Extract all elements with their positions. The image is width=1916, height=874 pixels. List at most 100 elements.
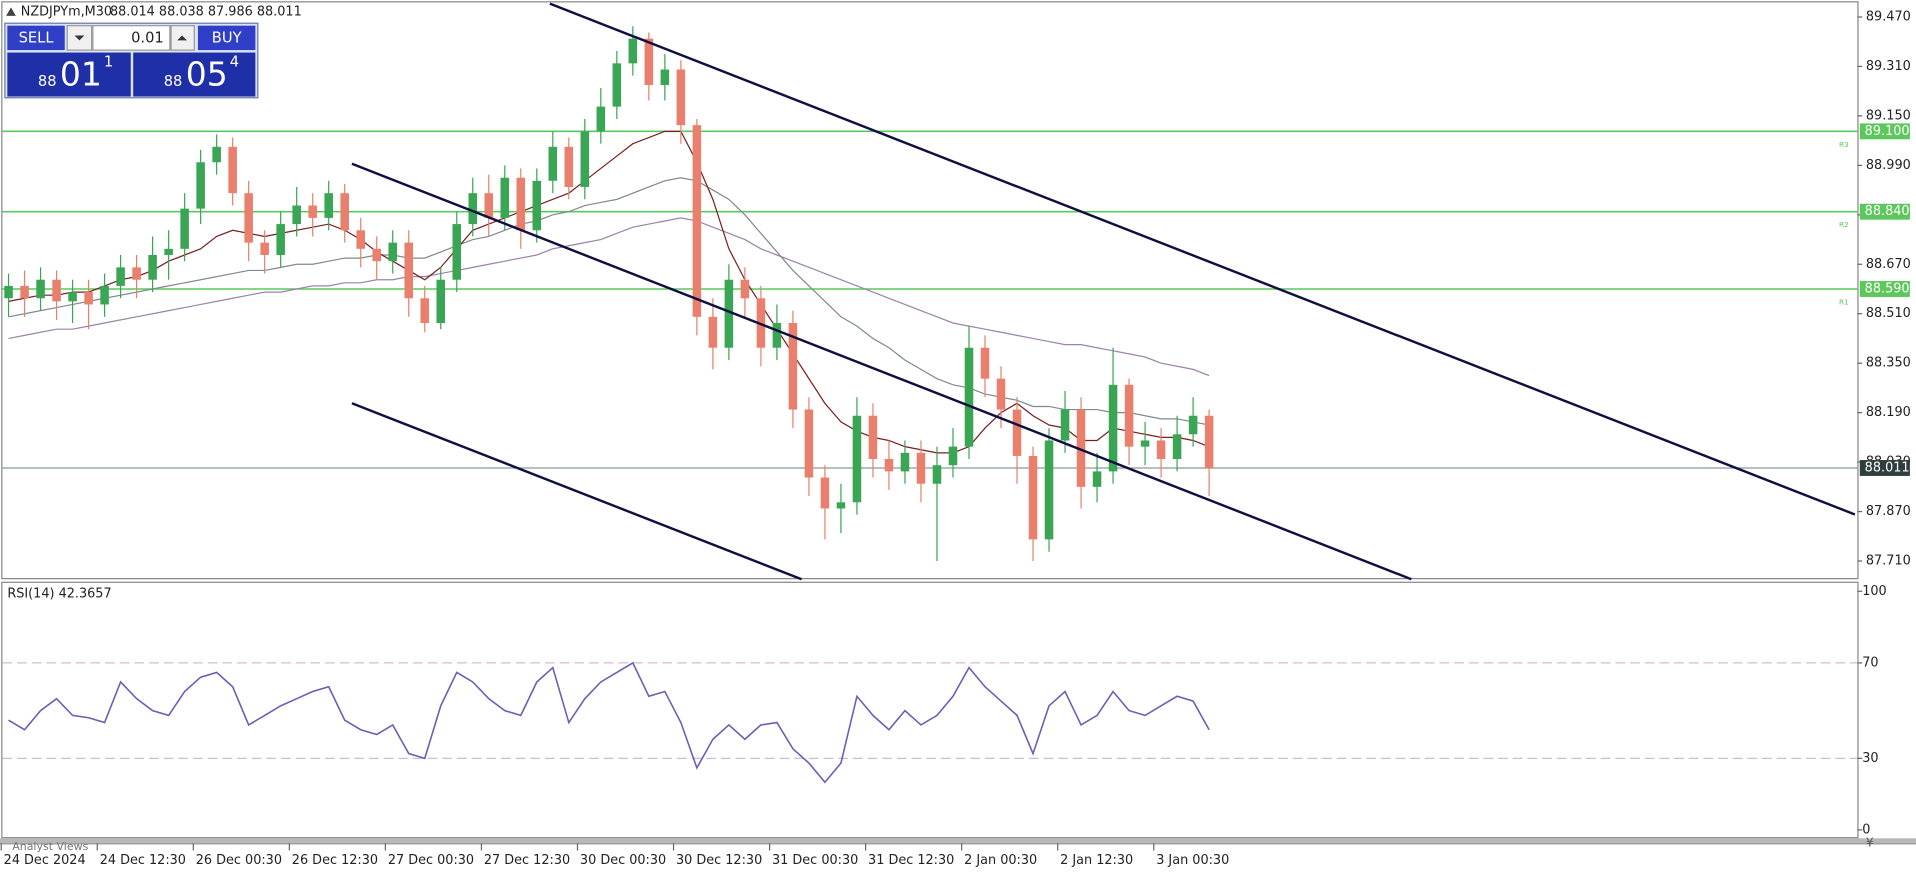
candle-body bbox=[116, 267, 125, 286]
candle-body bbox=[1172, 434, 1182, 460]
last-price-label: 88.011 bbox=[1865, 460, 1910, 475]
candle-body bbox=[964, 347, 974, 447]
candle-body bbox=[692, 125, 702, 317]
moving-average bbox=[8, 217, 1210, 377]
x-tick-label: 2 Jan 00:30 bbox=[964, 853, 1037, 868]
candle-body bbox=[68, 292, 77, 302]
y-tick-label: 89.310 bbox=[1866, 59, 1911, 74]
bid-box[interactable] bbox=[7, 52, 131, 97]
down-arrow bbox=[74, 35, 85, 41]
last-price-box bbox=[1859, 460, 1910, 476]
candle-body bbox=[708, 316, 718, 348]
candle-body bbox=[52, 279, 61, 302]
ask-mid: 05 bbox=[186, 54, 228, 93]
y-tick-label: 100 bbox=[1862, 584, 1886, 599]
candle-body bbox=[84, 292, 93, 305]
x-tick-label: 26 Dec 00:30 bbox=[196, 853, 282, 868]
y-tick-label: 88.350 bbox=[1866, 356, 1911, 371]
bid-small: 1 bbox=[104, 53, 113, 70]
analyst-views-tab[interactable]: Analyst Views bbox=[12, 840, 88, 853]
x-tick-label: 30 Dec 12:30 bbox=[676, 853, 762, 868]
candle-body bbox=[1108, 384, 1118, 472]
candle-body bbox=[388, 242, 398, 262]
candle-body bbox=[1188, 415, 1198, 435]
candle-body bbox=[628, 38, 638, 64]
candle-body bbox=[1092, 471, 1102, 487]
level-price-label: 88.840 bbox=[1865, 204, 1910, 219]
sell-label[interactable]: SELL bbox=[19, 29, 55, 46]
candle-body bbox=[644, 38, 654, 85]
panel-separator bbox=[0, 838, 1916, 844]
y-tick-label: 87.710 bbox=[1866, 554, 1911, 569]
candle-body bbox=[132, 267, 141, 280]
candle-body bbox=[228, 146, 237, 194]
candle-body bbox=[884, 459, 894, 472]
candle-body bbox=[1204, 415, 1214, 468]
y-tick-label: 87.870 bbox=[1866, 504, 1911, 519]
y-tick-label: 70 bbox=[1862, 655, 1878, 670]
x-tick-label: 24 Dec 12:30 bbox=[100, 853, 186, 868]
symbol-icon bbox=[6, 7, 16, 16]
level-price-box bbox=[1859, 281, 1910, 297]
y-tick-label: 88.190 bbox=[1866, 405, 1911, 420]
candle-body bbox=[724, 279, 734, 348]
y-tick-label: 0 bbox=[1862, 822, 1870, 837]
candle-body bbox=[260, 242, 269, 255]
scroll-icon[interactable]: ¥ bbox=[1866, 836, 1874, 850]
candle-body bbox=[564, 146, 574, 187]
candle-body bbox=[212, 146, 221, 163]
y-tick-label: 89.150 bbox=[1866, 108, 1911, 123]
candle-body bbox=[20, 285, 29, 299]
rsi-line bbox=[8, 661, 1210, 784]
ask-small: 4 bbox=[230, 53, 239, 70]
candle-body bbox=[836, 502, 846, 509]
x-tick-label: 3 Jan 00:30 bbox=[1156, 853, 1229, 868]
candle-body bbox=[1012, 409, 1022, 456]
candle-body bbox=[372, 248, 382, 262]
sell-button[interactable]: SELL bbox=[7, 25, 65, 51]
candle-body bbox=[548, 146, 558, 181]
volume[interactable]: 0.01 bbox=[131, 29, 164, 46]
candle-body bbox=[308, 205, 317, 218]
up-arrow bbox=[177, 35, 187, 41]
candle-body bbox=[996, 378, 1006, 410]
candle-body bbox=[1124, 384, 1134, 447]
ohlc: 88.014 88.038 87.986 88.011 bbox=[110, 5, 302, 20]
buy-label[interactable]: BUY bbox=[212, 29, 242, 46]
trend-line bbox=[549, 2, 1856, 516]
rsi-title: RSI(14) 42.3657 bbox=[7, 586, 111, 601]
candle-body bbox=[804, 409, 814, 478]
candle-body bbox=[1028, 455, 1038, 540]
price-layer: R3 R2 R1 bbox=[2, 26, 1858, 784]
trend-line bbox=[351, 402, 803, 581]
buy-button[interactable]: BUY bbox=[197, 25, 256, 51]
x-tick-label: 27 Dec 12:30 bbox=[484, 853, 570, 868]
candle-body bbox=[276, 224, 285, 255]
level-tag: R2 bbox=[1839, 220, 1849, 229]
volume-input[interactable] bbox=[92, 25, 171, 51]
level-price-box bbox=[1859, 123, 1910, 140]
bid-mid: 01 bbox=[60, 54, 102, 93]
sell-button-bg bbox=[7, 25, 65, 51]
candle-body bbox=[324, 193, 333, 218]
y-tick-label: 88.510 bbox=[1866, 306, 1911, 321]
ask-box[interactable] bbox=[133, 52, 256, 97]
axis-layer: 87.71087.87088.03088.19088.35088.51088.6… bbox=[0, 9, 1911, 868]
candle-body bbox=[948, 446, 958, 466]
candle-body bbox=[612, 63, 622, 107]
candle-body bbox=[916, 452, 926, 484]
volume-down[interactable] bbox=[66, 25, 93, 51]
candle-body bbox=[1156, 440, 1166, 460]
x-tick-label: 2 Jan 12:30 bbox=[1060, 853, 1133, 868]
candle-body bbox=[468, 193, 478, 225]
candle-body bbox=[1140, 440, 1150, 447]
candle-body bbox=[36, 279, 45, 299]
y-tick-label: 30 bbox=[1862, 751, 1878, 766]
candle-body bbox=[404, 242, 414, 299]
y-tick-label: 88.990 bbox=[1866, 158, 1911, 173]
x-tick-label: 31 Dec 00:30 bbox=[772, 853, 858, 868]
candle-body bbox=[452, 224, 462, 280]
buy-button-bg bbox=[197, 25, 256, 51]
candle-body bbox=[420, 298, 430, 324]
